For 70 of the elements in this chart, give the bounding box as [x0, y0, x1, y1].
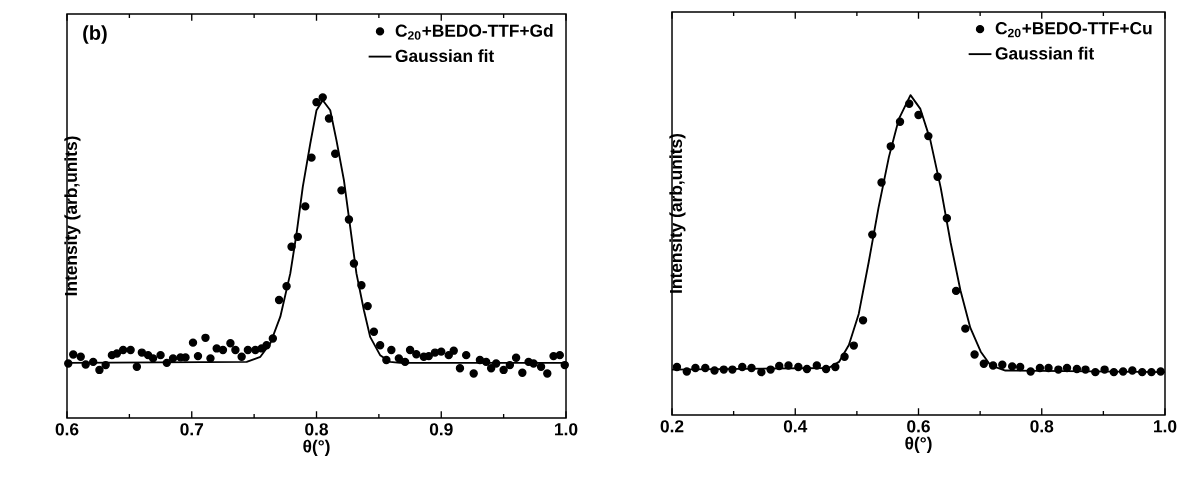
x-tick-label: 0.4	[783, 420, 808, 433]
point	[1118, 367, 1128, 376]
point	[970, 350, 979, 359]
point	[831, 362, 840, 372]
point	[886, 142, 895, 151]
x-tick-label: 0.8	[305, 423, 329, 436]
point	[794, 362, 803, 372]
point	[840, 352, 849, 361]
point	[821, 364, 831, 374]
point	[914, 110, 923, 120]
x-tick-label: 0.6	[55, 423, 79, 436]
point	[942, 214, 952, 223]
point	[988, 361, 998, 370]
point	[802, 364, 812, 374]
point	[1072, 364, 1082, 374]
point	[682, 367, 692, 376]
point	[1081, 365, 1090, 374]
legend-label: C$_{20}$+BEDO-TTF+Gd	[395, 24, 553, 40]
point	[812, 361, 822, 370]
point	[1026, 367, 1035, 376]
x-axis-title: θ(°)	[905, 436, 932, 453]
point	[1100, 365, 1109, 374]
point	[1091, 367, 1100, 377]
legend-label: C$_{20}$+BEDO-TTF+Cu	[995, 22, 1152, 38]
point	[905, 99, 914, 108]
point	[1109, 367, 1119, 377]
y-axis-title: Intensity (arb,units)	[64, 136, 81, 296]
point	[849, 341, 858, 350]
legend-label: Gaussian fit	[995, 46, 1095, 60]
point	[710, 366, 719, 375]
text: (b)	[83, 25, 107, 44]
point	[691, 363, 700, 373]
point	[766, 365, 775, 374]
x-tick-label: 1.0	[555, 423, 578, 436]
point	[877, 178, 886, 187]
point	[895, 117, 905, 126]
point	[701, 363, 710, 373]
point	[1147, 367, 1156, 377]
point	[728, 365, 737, 374]
point	[998, 360, 1007, 369]
point	[1128, 366, 1137, 375]
point	[1007, 362, 1017, 371]
point	[1015, 362, 1025, 372]
x-tick-label: 0.9	[429, 423, 453, 436]
x-tick-label: 1.0	[1154, 420, 1177, 433]
legend-label: Gaussian fit	[395, 49, 494, 63]
x-axis-title: θ(°)	[303, 439, 330, 456]
point	[672, 362, 682, 372]
point	[775, 361, 784, 371]
point	[738, 362, 747, 372]
point	[868, 230, 877, 239]
x-tick-label: 0.6	[907, 420, 930, 433]
x-tick-label: 0.2	[660, 420, 684, 433]
point	[924, 131, 933, 141]
point	[961, 324, 970, 333]
point	[1044, 363, 1053, 373]
point	[747, 363, 756, 373]
point	[858, 316, 868, 325]
point	[1137, 367, 1147, 377]
point	[979, 359, 989, 369]
point	[1054, 365, 1063, 374]
point	[933, 172, 942, 181]
x-tick-label: 0.8	[1030, 420, 1054, 433]
x-tick-label: 0.7	[180, 423, 204, 436]
point	[719, 365, 728, 374]
point	[784, 361, 793, 370]
point	[1035, 363, 1045, 373]
point	[1062, 363, 1072, 373]
y-axis-title: Intensity (arb,units)	[669, 133, 686, 293]
point	[951, 286, 961, 296]
